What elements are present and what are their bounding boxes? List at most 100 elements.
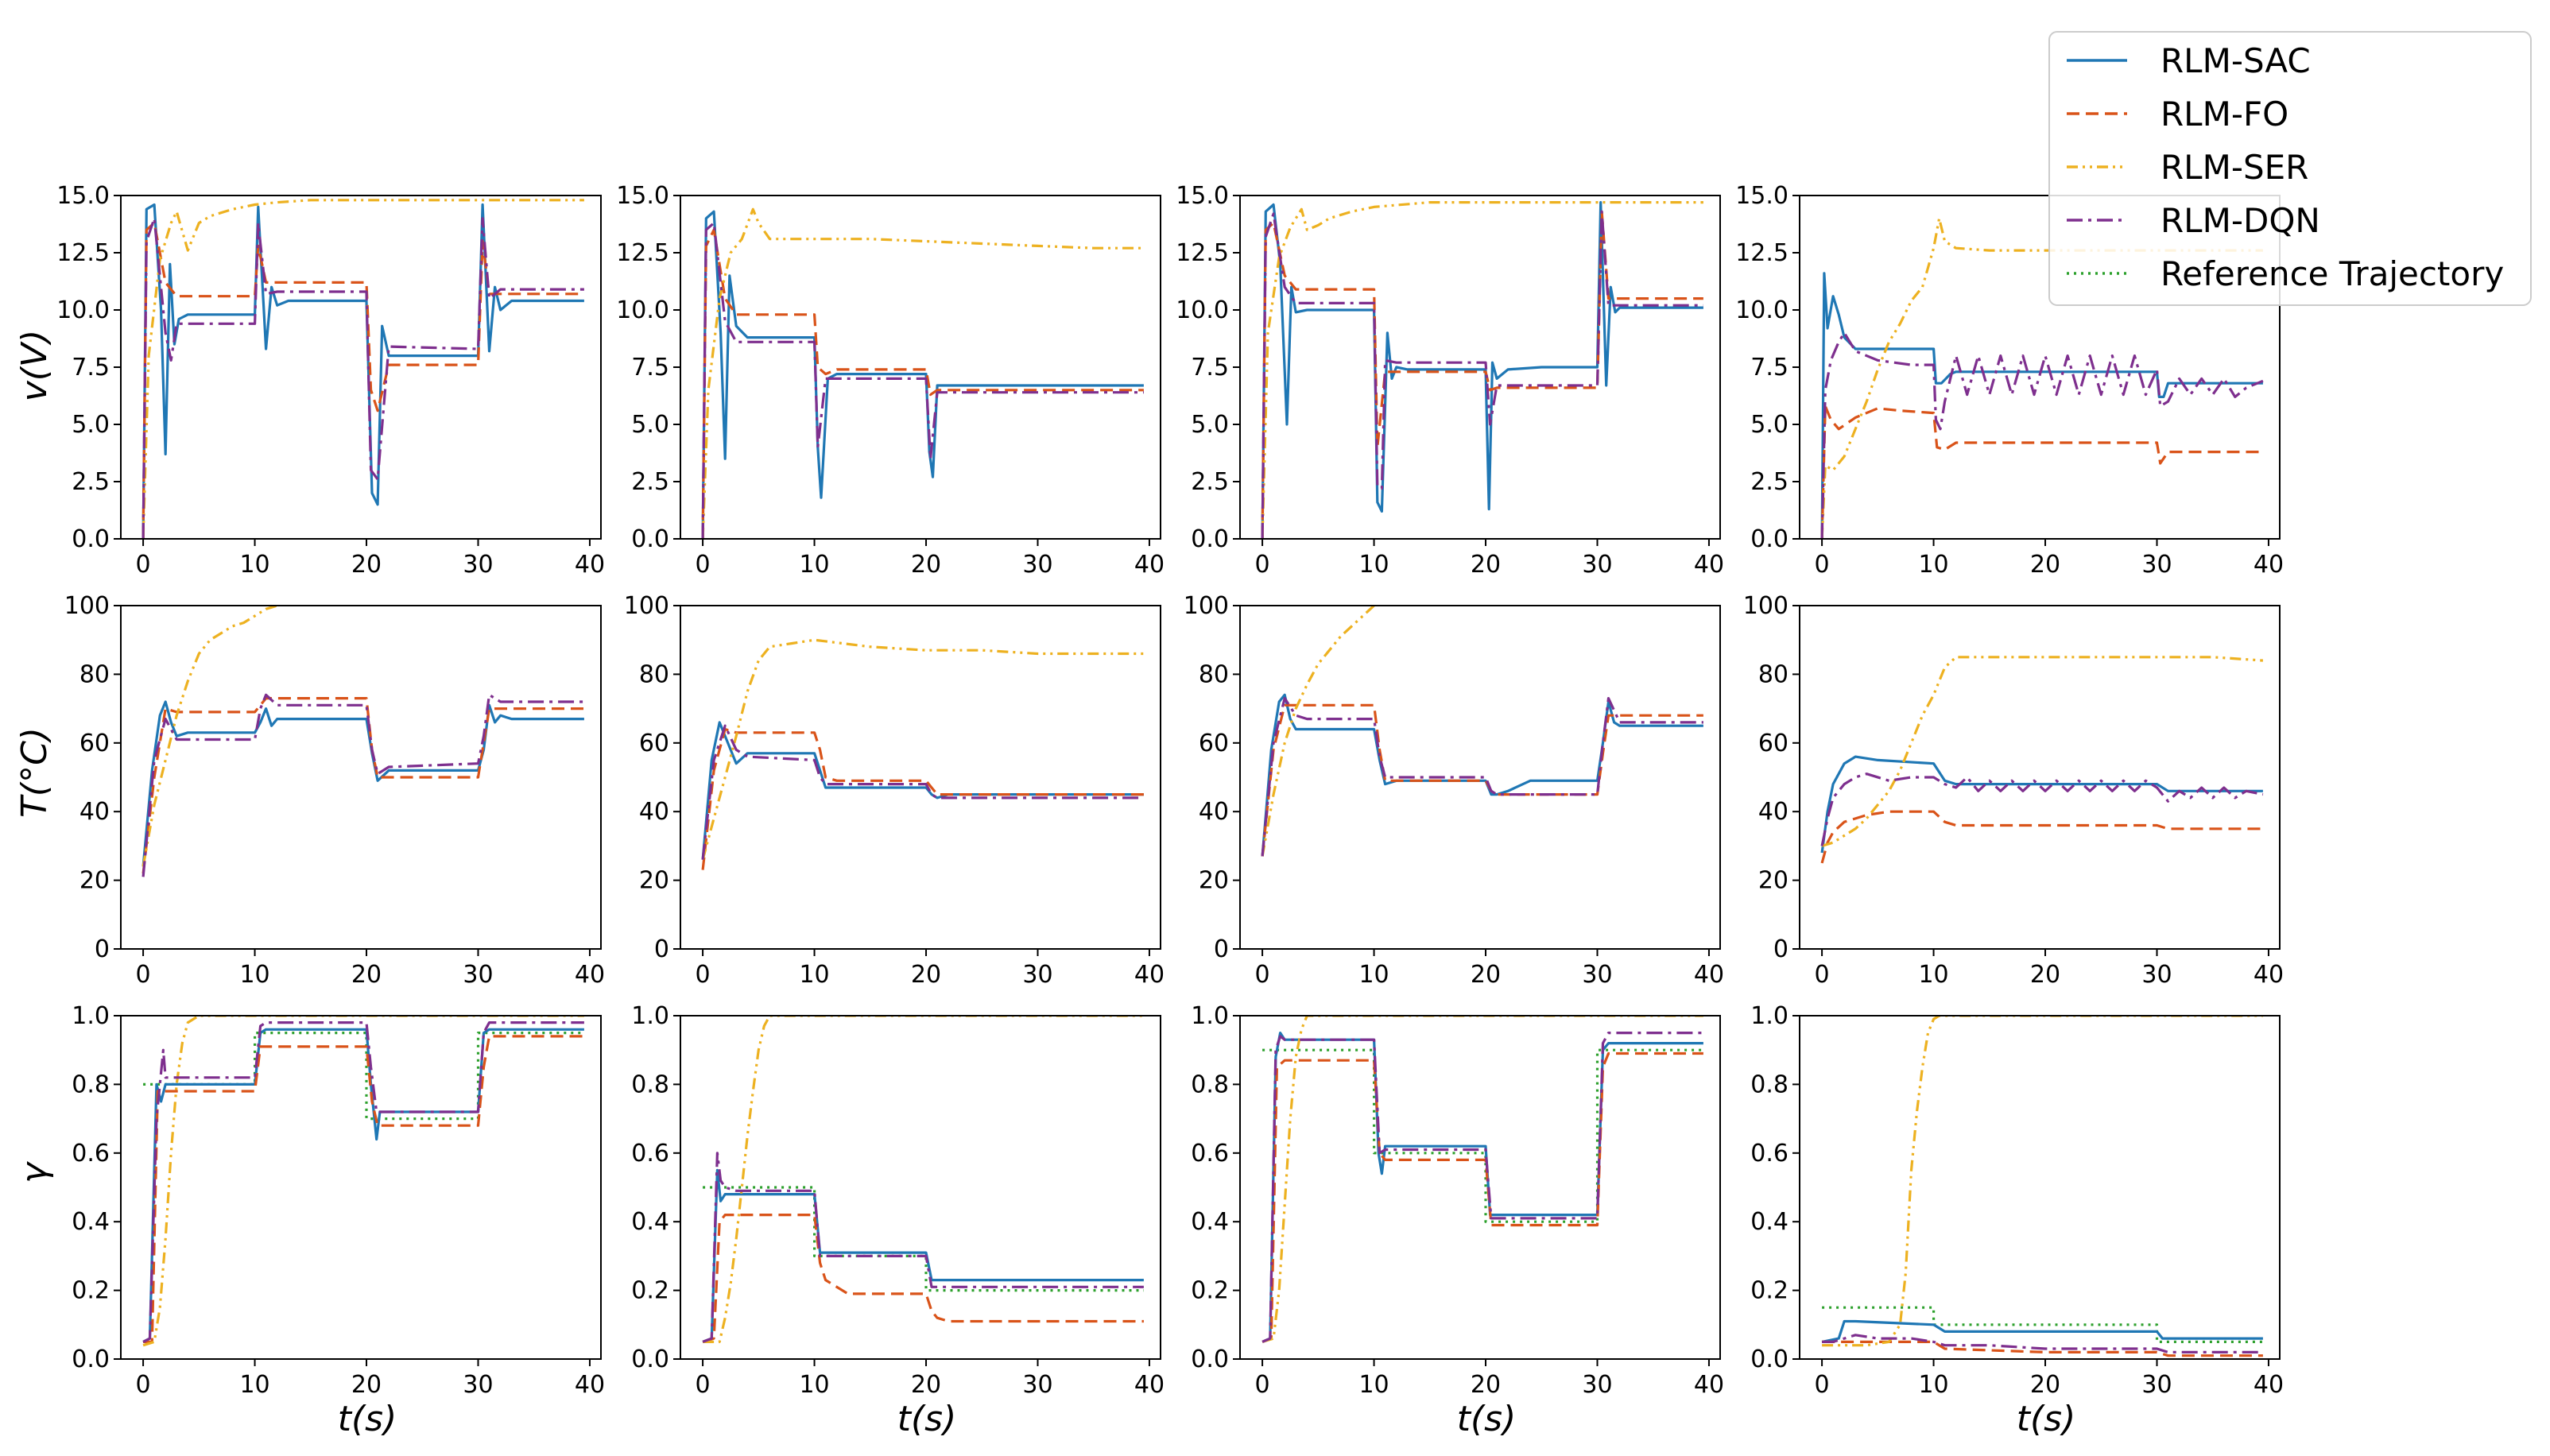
y-tick-label: 2.5 xyxy=(72,468,110,496)
series-group xyxy=(141,606,584,877)
y-tick-label: 100 xyxy=(624,592,669,620)
y-tick-label: 15.0 xyxy=(616,182,669,210)
y-tick-label: 0.4 xyxy=(1750,1208,1788,1236)
x-tick-label: 40 xyxy=(2254,1371,2284,1399)
series-line-fo xyxy=(701,727,1144,870)
axes-frame xyxy=(120,1015,602,1360)
y-tick-label: 100 xyxy=(1184,592,1229,620)
x-tick-label: 30 xyxy=(463,1371,493,1399)
x-tick-label: 10 xyxy=(799,551,829,579)
x-tick-label: 30 xyxy=(2141,551,2172,579)
series-line-fo xyxy=(702,1213,1144,1343)
y-tick-label: 0.8 xyxy=(1750,1071,1788,1098)
subplot-r1c3: 0 10 20 30 40 0.0 2.5 5.0 7.5 10.0 12.5 15.0 xyxy=(1176,182,1724,579)
series-line-ser xyxy=(1261,201,1703,539)
series-line-ser xyxy=(141,606,282,867)
y-tick-label: 12.5 xyxy=(56,239,110,267)
axes-frame xyxy=(1239,605,1721,950)
x-tick-label: 40 xyxy=(1694,1371,1724,1399)
subplot-r2c3: 0 10 20 30 40 0 20 40 60 80 100 xyxy=(1184,592,1724,989)
x-tick-label: 0 xyxy=(1815,961,1830,989)
series-line-ser xyxy=(1261,606,1375,857)
y-tick-label: 0.4 xyxy=(631,1208,669,1236)
xlabel-time-col1: t(s) xyxy=(338,1399,397,1439)
xlabel-time-col3: t(s) xyxy=(1457,1399,1517,1439)
series-line-ser xyxy=(142,1016,584,1347)
y-tick-label: 40 xyxy=(639,798,669,826)
series-line-ser xyxy=(1261,1016,1703,1343)
x-tick-label: 10 xyxy=(239,1371,269,1399)
x-tick-label: 20 xyxy=(911,1371,941,1399)
x-tick-label: 10 xyxy=(1918,1371,1948,1399)
series-line-dqn xyxy=(701,222,1144,539)
x-tick-label: 30 xyxy=(1022,961,1052,989)
y-tick-label: 0 xyxy=(654,935,669,963)
y-tick-label: 0.0 xyxy=(1191,525,1229,553)
legend-label-ser: RLM-SER xyxy=(2161,148,2308,187)
axes-frame xyxy=(680,195,1161,540)
y-tick-label: 0.6 xyxy=(1191,1140,1229,1168)
x-tick-label: 0 xyxy=(136,551,151,579)
x-tick-label: 30 xyxy=(1582,551,1612,579)
y-tick-label: 0.4 xyxy=(1191,1208,1229,1236)
y-tick-label: 10.0 xyxy=(1176,296,1229,324)
axes-frame xyxy=(680,1015,1161,1360)
x-tick-label: 0 xyxy=(1255,551,1270,579)
subplot-r2c1: 0 10 20 30 40 0 20 40 60 80 100 xyxy=(64,592,605,989)
y-tick-label: 12.5 xyxy=(616,239,669,267)
subplot-r3c3: 0 10 20 30 40 0.0 0.2 0.4 0.6 0.8 1.0 xyxy=(1191,1002,1724,1399)
x-tick-label: 20 xyxy=(351,551,382,579)
y-tick-label: 12.5 xyxy=(1176,239,1229,267)
x-tick-label: 20 xyxy=(911,551,941,579)
series-line-fo xyxy=(141,696,584,874)
xlabel-time-col2: t(s) xyxy=(897,1399,957,1439)
series-line-sac xyxy=(1261,1031,1703,1343)
y-tick-label: 0.0 xyxy=(1191,1346,1229,1373)
legend-frame xyxy=(2048,31,2532,306)
x-tick-label: 30 xyxy=(463,551,493,579)
y-tick-label: 0.2 xyxy=(1750,1277,1788,1305)
series-line-ser xyxy=(1822,1016,2263,1347)
series-group xyxy=(702,1016,1144,1344)
series-line-ser xyxy=(1821,656,2264,847)
y-tick-label: 7.5 xyxy=(631,354,669,381)
x-tick-label: 10 xyxy=(799,1371,829,1399)
y-tick-label: 15.0 xyxy=(1735,182,1788,210)
series-line-dqn xyxy=(142,1020,584,1343)
series-group xyxy=(1821,1016,2263,1357)
y-tick-label: 40 xyxy=(1758,798,1788,826)
axes-frame xyxy=(120,605,602,950)
y-tick-label: 80 xyxy=(79,660,110,688)
subplot-r3c2: 0 10 20 30 40 0.0 0.2 0.4 0.6 0.8 1.0 xyxy=(631,1002,1165,1399)
y-tick-label: 1.0 xyxy=(1191,1002,1229,1030)
y-tick-label: 2.5 xyxy=(1191,468,1229,496)
y-tick-label: 5.0 xyxy=(631,411,669,439)
legend-item-dqn: RLM-DQN xyxy=(2067,201,2320,240)
x-tick-label: 10 xyxy=(1918,551,1948,579)
y-tick-label: 12.5 xyxy=(1735,239,1788,267)
x-tick-label: 0 xyxy=(136,961,151,989)
x-tick-label: 10 xyxy=(1358,1371,1389,1399)
series-group xyxy=(701,207,1144,539)
x-tick-label: 0 xyxy=(696,961,711,989)
subplot-r1c2: 0 10 20 30 40 0.0 2.5 5.0 7.5 10.0 12.5 15.0 xyxy=(616,182,1165,579)
series-line-sac xyxy=(701,210,1144,539)
series-line-sac xyxy=(1821,1319,2263,1343)
y-tick-label: 20 xyxy=(1758,867,1788,895)
series-line-sac xyxy=(701,721,1144,860)
y-tick-label: 0.0 xyxy=(1750,1346,1788,1373)
y-tick-label: 1.0 xyxy=(631,1002,669,1030)
y-tick-label: 0.4 xyxy=(72,1208,110,1236)
y-tick-label: 40 xyxy=(1199,798,1229,826)
y-tick-label: 0.0 xyxy=(72,525,110,553)
series-line-fo xyxy=(1820,810,2263,864)
ylabel-voltage: v(V) xyxy=(14,330,55,401)
x-tick-label: 40 xyxy=(2254,551,2284,579)
series-line-fo xyxy=(141,222,584,539)
x-tick-label: 20 xyxy=(1471,961,1501,989)
legend: RLM-SAC RLM-FO RLM-SER RLM-DQN Reference Tra… xyxy=(2048,31,2532,306)
legend-item-fo: RLM-FO xyxy=(2067,95,2288,134)
axes-frame xyxy=(680,605,1161,950)
series-group xyxy=(141,199,584,539)
